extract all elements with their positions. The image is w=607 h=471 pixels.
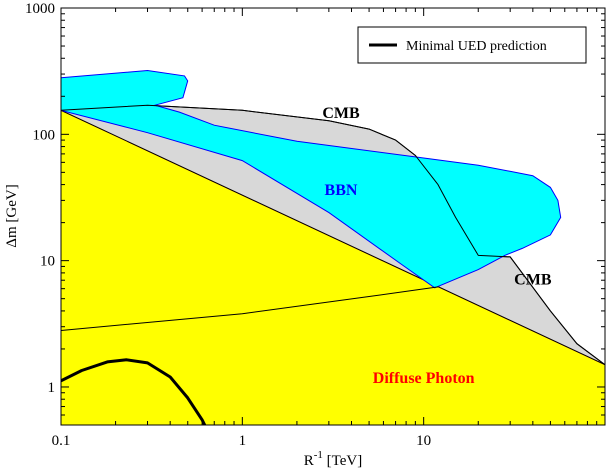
- series-minimal-ued-prediction: [61, 358, 207, 425]
- legend-label-ued: Minimal UED prediction: [406, 39, 547, 54]
- y-tick-label: 1: [48, 380, 56, 396]
- ticks-layer: 0.1 1 10 1 10 100 1000: [25, 1, 606, 449]
- plot-frame: [60, 7, 606, 426]
- series-cmb-boundary-upper: [61, 104, 605, 366]
- x-tick-label: 0.1: [52, 433, 71, 449]
- region-bbn: [61, 69, 562, 289]
- annotations-layer: CMB BBN CMB Diffuse Photon: [322, 105, 552, 387]
- annotation-cmb: CMB: [514, 271, 552, 288]
- series-layer: [61, 104, 605, 425]
- y-tick-label: 10: [40, 254, 55, 270]
- annotation-diffuse-photon: Diffuse Photon: [373, 370, 475, 387]
- regions-layer: [61, 69, 605, 425]
- x-axis-title: R-1 [TeV]: [304, 449, 363, 469]
- region-diffuse-photon: [61, 110, 605, 425]
- annotation-cmb: CMB: [322, 105, 360, 122]
- plot-clip-group: [61, 69, 605, 425]
- legend: Minimal UED prediction: [357, 26, 587, 64]
- y-tick-label: 100: [33, 127, 56, 143]
- x-tick-label: 1: [239, 433, 247, 449]
- annotation-bbn: BBN: [325, 182, 358, 199]
- series-cmb-boundary-lower: [61, 286, 439, 331]
- y-tick-label: 1000: [25, 1, 55, 17]
- x-tick-label: 10: [416, 433, 431, 449]
- y-axis-title: Δm [GeV]: [4, 184, 20, 247]
